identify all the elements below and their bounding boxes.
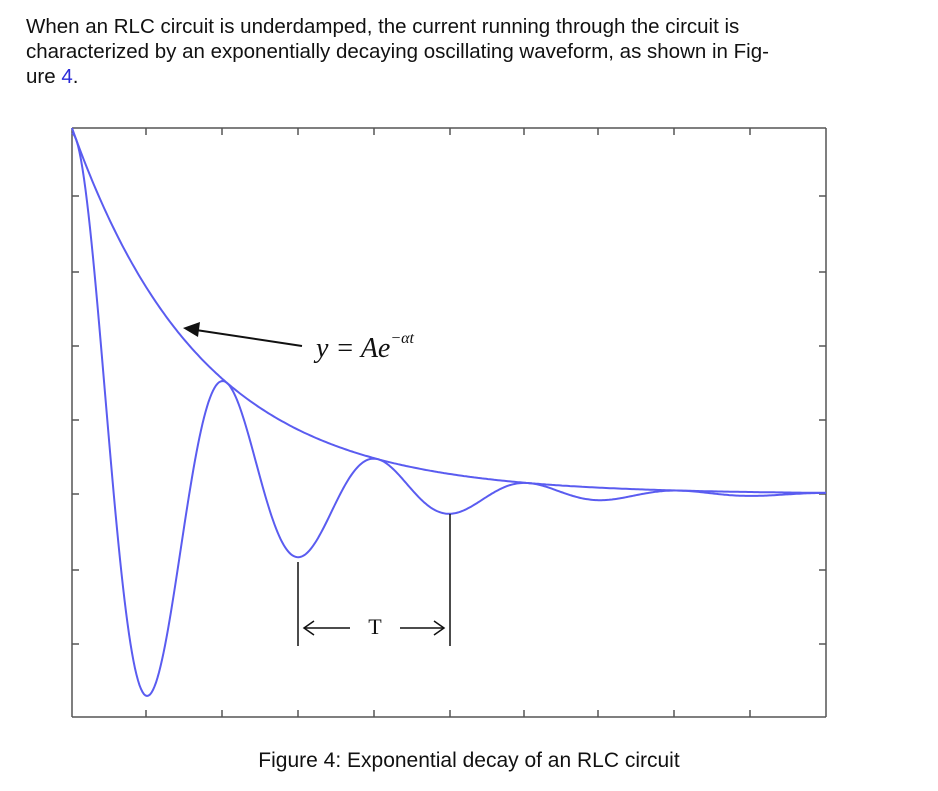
- envelope-label-eq: = Ae: [328, 333, 390, 364]
- figure-caption: Figure 4: Exponential decay of an RLC ci…: [258, 749, 680, 772]
- period-marker: [297, 514, 451, 646]
- plot-frame: [71, 127, 827, 718]
- envelope-arrow: [183, 322, 303, 347]
- figure-reference-link[interactable]: 4: [61, 65, 73, 88]
- envelope-curve: [71, 127, 826, 494]
- intro-paragraph: When an RLC circuit is underdamped, the …: [26, 14, 914, 89]
- envelope-label: y = Ae−αt: [313, 330, 415, 364]
- paragraph-line-3-suffix: .: [72, 65, 79, 88]
- paragraph-line-2: characterized by an exponentially decayi…: [26, 40, 769, 63]
- envelope-label-y: y: [313, 333, 329, 364]
- oscillation-curve: [71, 132, 825, 698]
- envelope-label-exponent: −αt: [390, 330, 414, 347]
- paragraph-line-3-prefix: ure: [26, 65, 62, 88]
- paragraph-line-1: When an RLC circuit is underdamped, the …: [26, 15, 740, 38]
- tick-marks: [72, 128, 826, 717]
- period-label: T: [368, 614, 382, 639]
